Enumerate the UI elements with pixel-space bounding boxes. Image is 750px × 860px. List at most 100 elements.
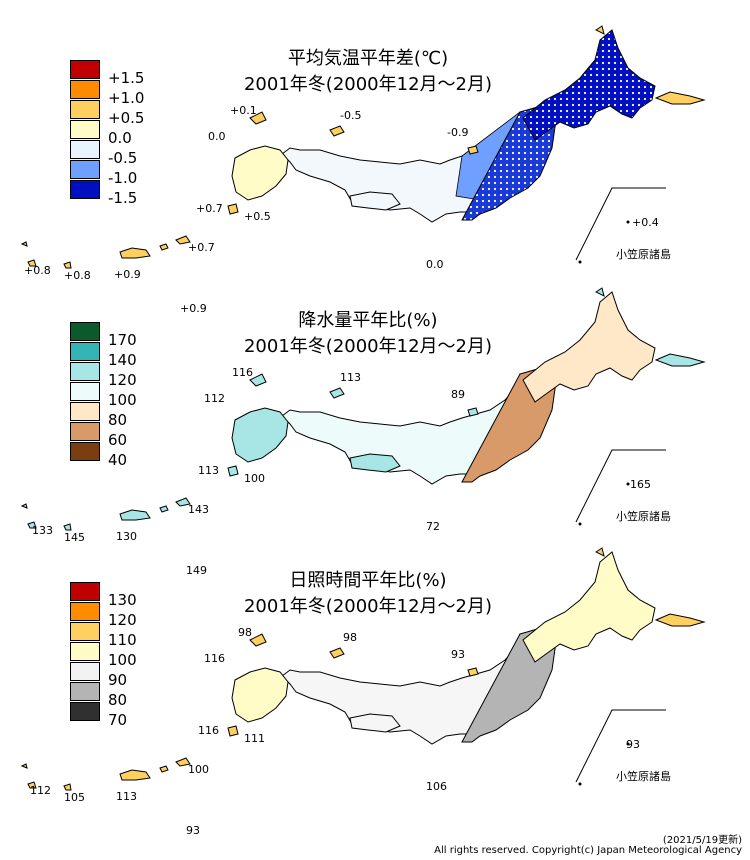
japan-map — [20, 287, 706, 531]
station-value: +0.8 — [64, 269, 91, 282]
island — [27, 259, 37, 267]
hokkaido-region — [522, 551, 656, 663]
island — [175, 757, 191, 767]
station-value: 130 — [116, 530, 137, 543]
legend-label: +1.5 — [108, 69, 145, 87]
island — [595, 25, 605, 35]
legend-swatch — [70, 622, 100, 641]
island — [654, 613, 706, 627]
legend-label: 170 — [108, 331, 137, 349]
ogasawara-inset-frame — [575, 187, 666, 261]
temperature-panel: 平均気温平年差(℃) 2001年冬(2000年12月～2月) +1.5 +1.0 +… — [0, 0, 750, 315]
legend-swatch — [70, 322, 100, 341]
legend-label: 70 — [108, 711, 128, 729]
update-date: (2021/5/19更新) — [662, 835, 742, 846]
island — [159, 243, 169, 251]
legend-label: 80 — [108, 691, 128, 709]
legend-label: 90 — [108, 671, 128, 689]
legend-label: 40 — [108, 451, 128, 469]
island — [249, 373, 267, 387]
station-value: 149 — [186, 564, 207, 577]
island — [159, 765, 169, 773]
island — [249, 633, 267, 647]
kyushu-region — [231, 407, 289, 463]
legend: 170 140 120 100 80 60 40 — [70, 322, 190, 482]
island — [63, 261, 72, 269]
legend-label: 100 — [108, 651, 137, 669]
island — [27, 781, 37, 789]
station-value: +0.7 — [196, 202, 223, 215]
island — [578, 522, 582, 526]
station-value: 111 — [244, 732, 265, 745]
island — [175, 497, 191, 507]
island — [654, 353, 706, 367]
station-value: 72 — [426, 520, 440, 533]
legend-label: 80 — [108, 411, 128, 429]
legend-label: 130 — [108, 591, 137, 609]
station-value: +0.7 — [188, 241, 215, 254]
japan-map — [20, 547, 706, 791]
station-value: +0.9 — [114, 268, 141, 281]
station-value: 93 — [451, 648, 465, 661]
shikoku-region — [349, 191, 401, 211]
legend-label: +0.5 — [108, 109, 145, 127]
island — [119, 247, 151, 259]
island — [578, 260, 582, 264]
hokkaido-region — [522, 29, 656, 141]
legend-swatch — [70, 382, 100, 401]
panel-title: 日照時間平年比(%) — [289, 570, 447, 591]
station-value: +0.8 — [24, 264, 51, 277]
japan-map — [20, 25, 706, 269]
legend-label: 100 — [108, 391, 137, 409]
panel-subtitle: 2001年冬(2000年12月～2月) — [243, 336, 493, 357]
station-value: 98 — [238, 626, 252, 639]
legend-swatch — [70, 602, 100, 621]
station-value: -0.9 — [447, 126, 469, 139]
island — [467, 407, 479, 417]
island — [467, 667, 479, 677]
station-value: 143 — [188, 503, 209, 516]
station-value: +0.4 — [632, 216, 659, 229]
station-value: 116 — [198, 724, 219, 737]
ogasawara-label: 小笠原諸島 — [616, 770, 671, 783]
island — [227, 725, 239, 737]
legend-swatch — [70, 642, 100, 661]
legend-label: -1.0 — [108, 169, 138, 187]
station-value: 165 — [630, 478, 651, 491]
station-value: 116 — [204, 652, 225, 665]
station-value: 133 — [32, 524, 53, 537]
station-value: 105 — [64, 791, 85, 804]
legend-swatch — [70, 80, 100, 99]
legend-swatch — [70, 160, 100, 179]
island — [329, 647, 345, 659]
island — [227, 465, 239, 477]
legend-swatch — [70, 662, 100, 681]
station-value: +0.5 — [244, 210, 271, 223]
hokkaido-region — [522, 291, 656, 403]
legend-swatch — [70, 120, 100, 139]
island — [119, 769, 151, 781]
island — [595, 547, 605, 557]
legend-label: 120 — [108, 611, 137, 629]
ogasawara-inset-frame — [575, 709, 666, 783]
station-value: -0.5 — [340, 109, 362, 122]
island — [467, 145, 479, 155]
station-value: 0.0 — [426, 258, 444, 271]
station-value: 113 — [340, 371, 361, 384]
legend-swatch — [70, 180, 100, 199]
station-value: 89 — [451, 388, 465, 401]
legend-swatch — [70, 702, 100, 721]
legend-swatch — [70, 60, 100, 79]
island — [27, 521, 37, 529]
island — [626, 482, 630, 486]
ogasawara-label: 小笠原諸島 — [616, 510, 671, 523]
legend-swatch — [70, 140, 100, 159]
panel-subtitle: 2001年冬(2000年12月～2月) — [243, 596, 493, 617]
station-value: 145 — [64, 531, 85, 544]
legend-swatch — [70, 362, 100, 381]
island — [654, 91, 706, 105]
legend-swatch — [70, 442, 100, 461]
island — [595, 287, 605, 297]
legend-label: 140 — [108, 351, 137, 369]
kyushu-region — [231, 667, 289, 723]
